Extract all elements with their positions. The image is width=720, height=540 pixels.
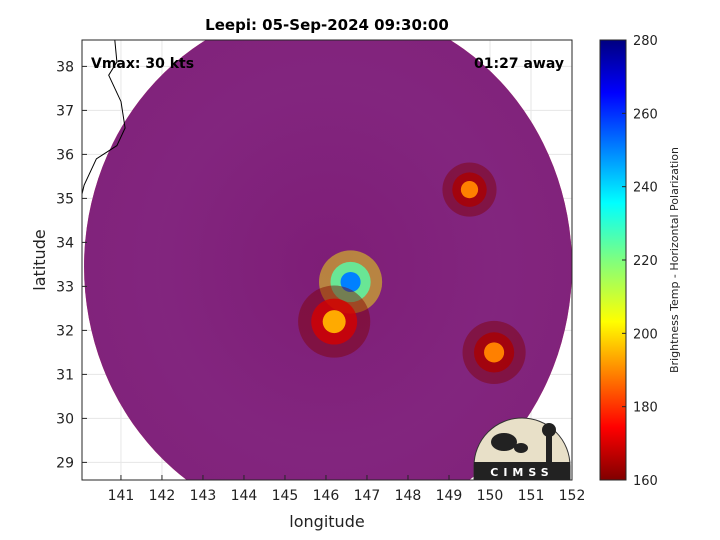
y-tick-label: 35 [56, 191, 74, 207]
x-tick-label: 141 [108, 488, 135, 504]
y-tick-label: 37 [56, 103, 74, 119]
y-axis-label: latitude [30, 229, 49, 290]
y-tick-label: 30 [56, 411, 74, 427]
feature-core [340, 271, 361, 293]
colorbar-tick-label: 240 [633, 181, 658, 196]
x-tick-label: 149 [436, 488, 463, 504]
x-tick-label: 151 [518, 488, 545, 504]
colorbar-tick-label: 200 [633, 327, 658, 342]
colorbar-tick-label: 260 [633, 107, 658, 122]
colorbar-tick-label: 180 [633, 401, 658, 416]
feature-core [322, 310, 346, 334]
logo-tower-leg [546, 436, 552, 462]
x-tick-label: 143 [190, 488, 217, 504]
x-tick-label: 148 [395, 488, 422, 504]
cimss-logo: CIMSS [473, 417, 571, 481]
x-tick-label: 152 [559, 488, 586, 504]
feature-core [484, 342, 505, 363]
y-tick-label: 36 [56, 147, 74, 163]
feature-core [460, 180, 479, 199]
y-tick-label: 29 [56, 455, 74, 471]
logo-dish-icon [491, 433, 517, 451]
x-tick-label: 145 [272, 488, 299, 504]
swath-layer [84, 40, 572, 480]
logo-text: CIMSS [490, 466, 553, 479]
coastline-layer [82, 40, 126, 195]
y-axis-ticks: 29 30 31 32 33 34 35 36 37 38 [56, 59, 87, 471]
x-tick-label: 147 [354, 488, 381, 504]
x-tick-label: 142 [149, 488, 176, 504]
plot-frame [81, 39, 573, 481]
logo-dish-small-icon [514, 443, 528, 453]
x-axis-label: longitude [289, 512, 364, 531]
y-tick-label: 34 [56, 235, 74, 251]
time-away-annotation: 01:27 away [474, 56, 564, 72]
colorbar [599, 39, 627, 481]
x-tick-label: 150 [477, 488, 504, 504]
colorbar-tick-label: 220 [633, 254, 658, 269]
y-tick-label: 32 [56, 323, 74, 339]
x-tick-label: 144 [231, 488, 258, 504]
y-tick-label: 38 [56, 59, 74, 75]
logo-water-tower-icon [542, 423, 556, 437]
colorbar-ticks: 160 180 200 220 240 260 280 [622, 34, 658, 489]
colorbar-label: Brightness Temp - Horizontal Polarizatio… [668, 147, 681, 373]
coastline [82, 40, 126, 195]
x-axis-ticks: 141 142 143 144 145 146 147 148 149 150 151 152 [108, 475, 586, 504]
colorbar-tick-label: 160 [633, 474, 658, 489]
vmax-annotation: Vmax: 30 kts [91, 56, 194, 72]
chart-title: Leepi: 05-Sep-2024 09:30:00 [205, 16, 449, 34]
y-tick-label: 31 [56, 367, 74, 383]
colorbar-tick-label: 280 [633, 34, 658, 49]
swath-shading [84, 40, 572, 480]
y-tick-label: 33 [56, 279, 74, 295]
logo-banner [474, 462, 570, 480]
x-tick-label: 146 [313, 488, 340, 504]
